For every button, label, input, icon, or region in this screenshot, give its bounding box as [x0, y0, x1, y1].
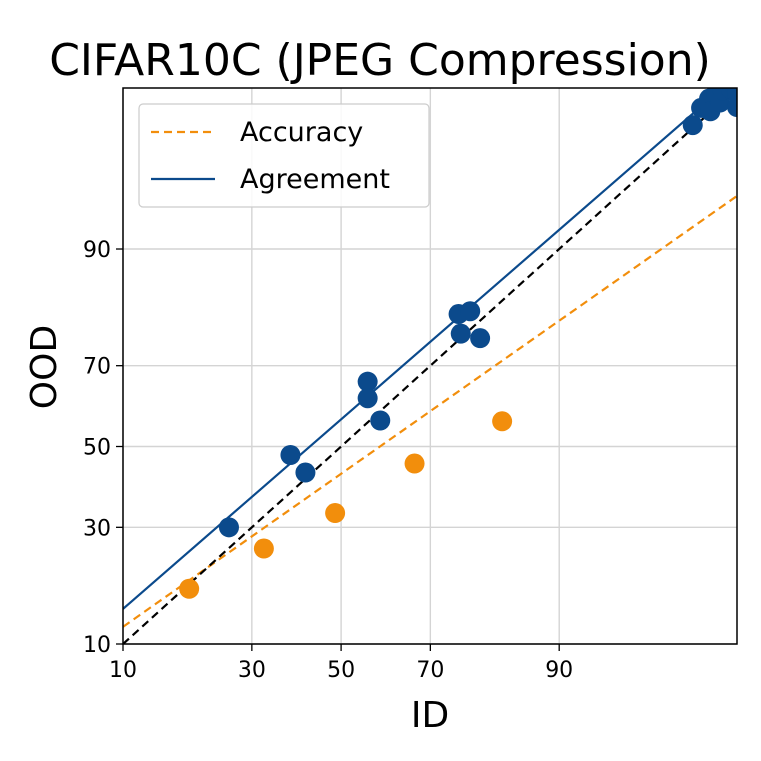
- point-agreement: [370, 410, 391, 431]
- point-agreement: [357, 388, 378, 409]
- x-tick-label: 70: [416, 658, 444, 683]
- point-agreement: [727, 88, 737, 104]
- data-points: [179, 88, 737, 599]
- point-accuracy: [253, 538, 274, 559]
- point-agreement: [218, 517, 239, 538]
- point-accuracy: [179, 578, 200, 599]
- y-tick-label: 70: [83, 355, 111, 380]
- y-axis-label: OOD: [24, 325, 65, 409]
- y-tick-label: 50: [83, 436, 111, 461]
- point-agreement: [732, 88, 737, 89]
- x-tick-label: 30: [238, 658, 266, 683]
- point-agreement: [280, 445, 301, 466]
- y-tick-label: 90: [83, 238, 111, 263]
- fit-line-accuracy: [123, 195, 737, 628]
- axis-ticks: 10 30 50 70 90 10 30 50 70 90: [83, 238, 573, 683]
- legend-label-accuracy: Accuracy: [240, 117, 363, 148]
- point-accuracy: [404, 453, 425, 474]
- diagonal-reference-line: [123, 88, 737, 644]
- point-agreement: [470, 328, 491, 349]
- point-agreement: [682, 115, 703, 136]
- x-tick-label: 10: [109, 658, 137, 683]
- point-accuracy: [325, 503, 346, 524]
- point-accuracy: [492, 411, 513, 432]
- legend: Accuracy Agreement: [138, 103, 430, 208]
- chart-title: CIFAR10C (JPEG Compression): [49, 35, 711, 86]
- y-tick-label: 30: [83, 516, 111, 541]
- point-agreement: [460, 301, 481, 322]
- point-agreement: [295, 462, 316, 483]
- y-tick-label: 10: [83, 633, 111, 658]
- point-agreement: [357, 371, 378, 392]
- point-agreement: [450, 323, 471, 344]
- legend-label-agreement: Agreement: [240, 164, 390, 195]
- x-tick-label: 50: [327, 658, 355, 683]
- x-axis-label: ID: [411, 695, 449, 736]
- x-tick-label: 90: [545, 658, 573, 683]
- legend-box: [138, 103, 430, 208]
